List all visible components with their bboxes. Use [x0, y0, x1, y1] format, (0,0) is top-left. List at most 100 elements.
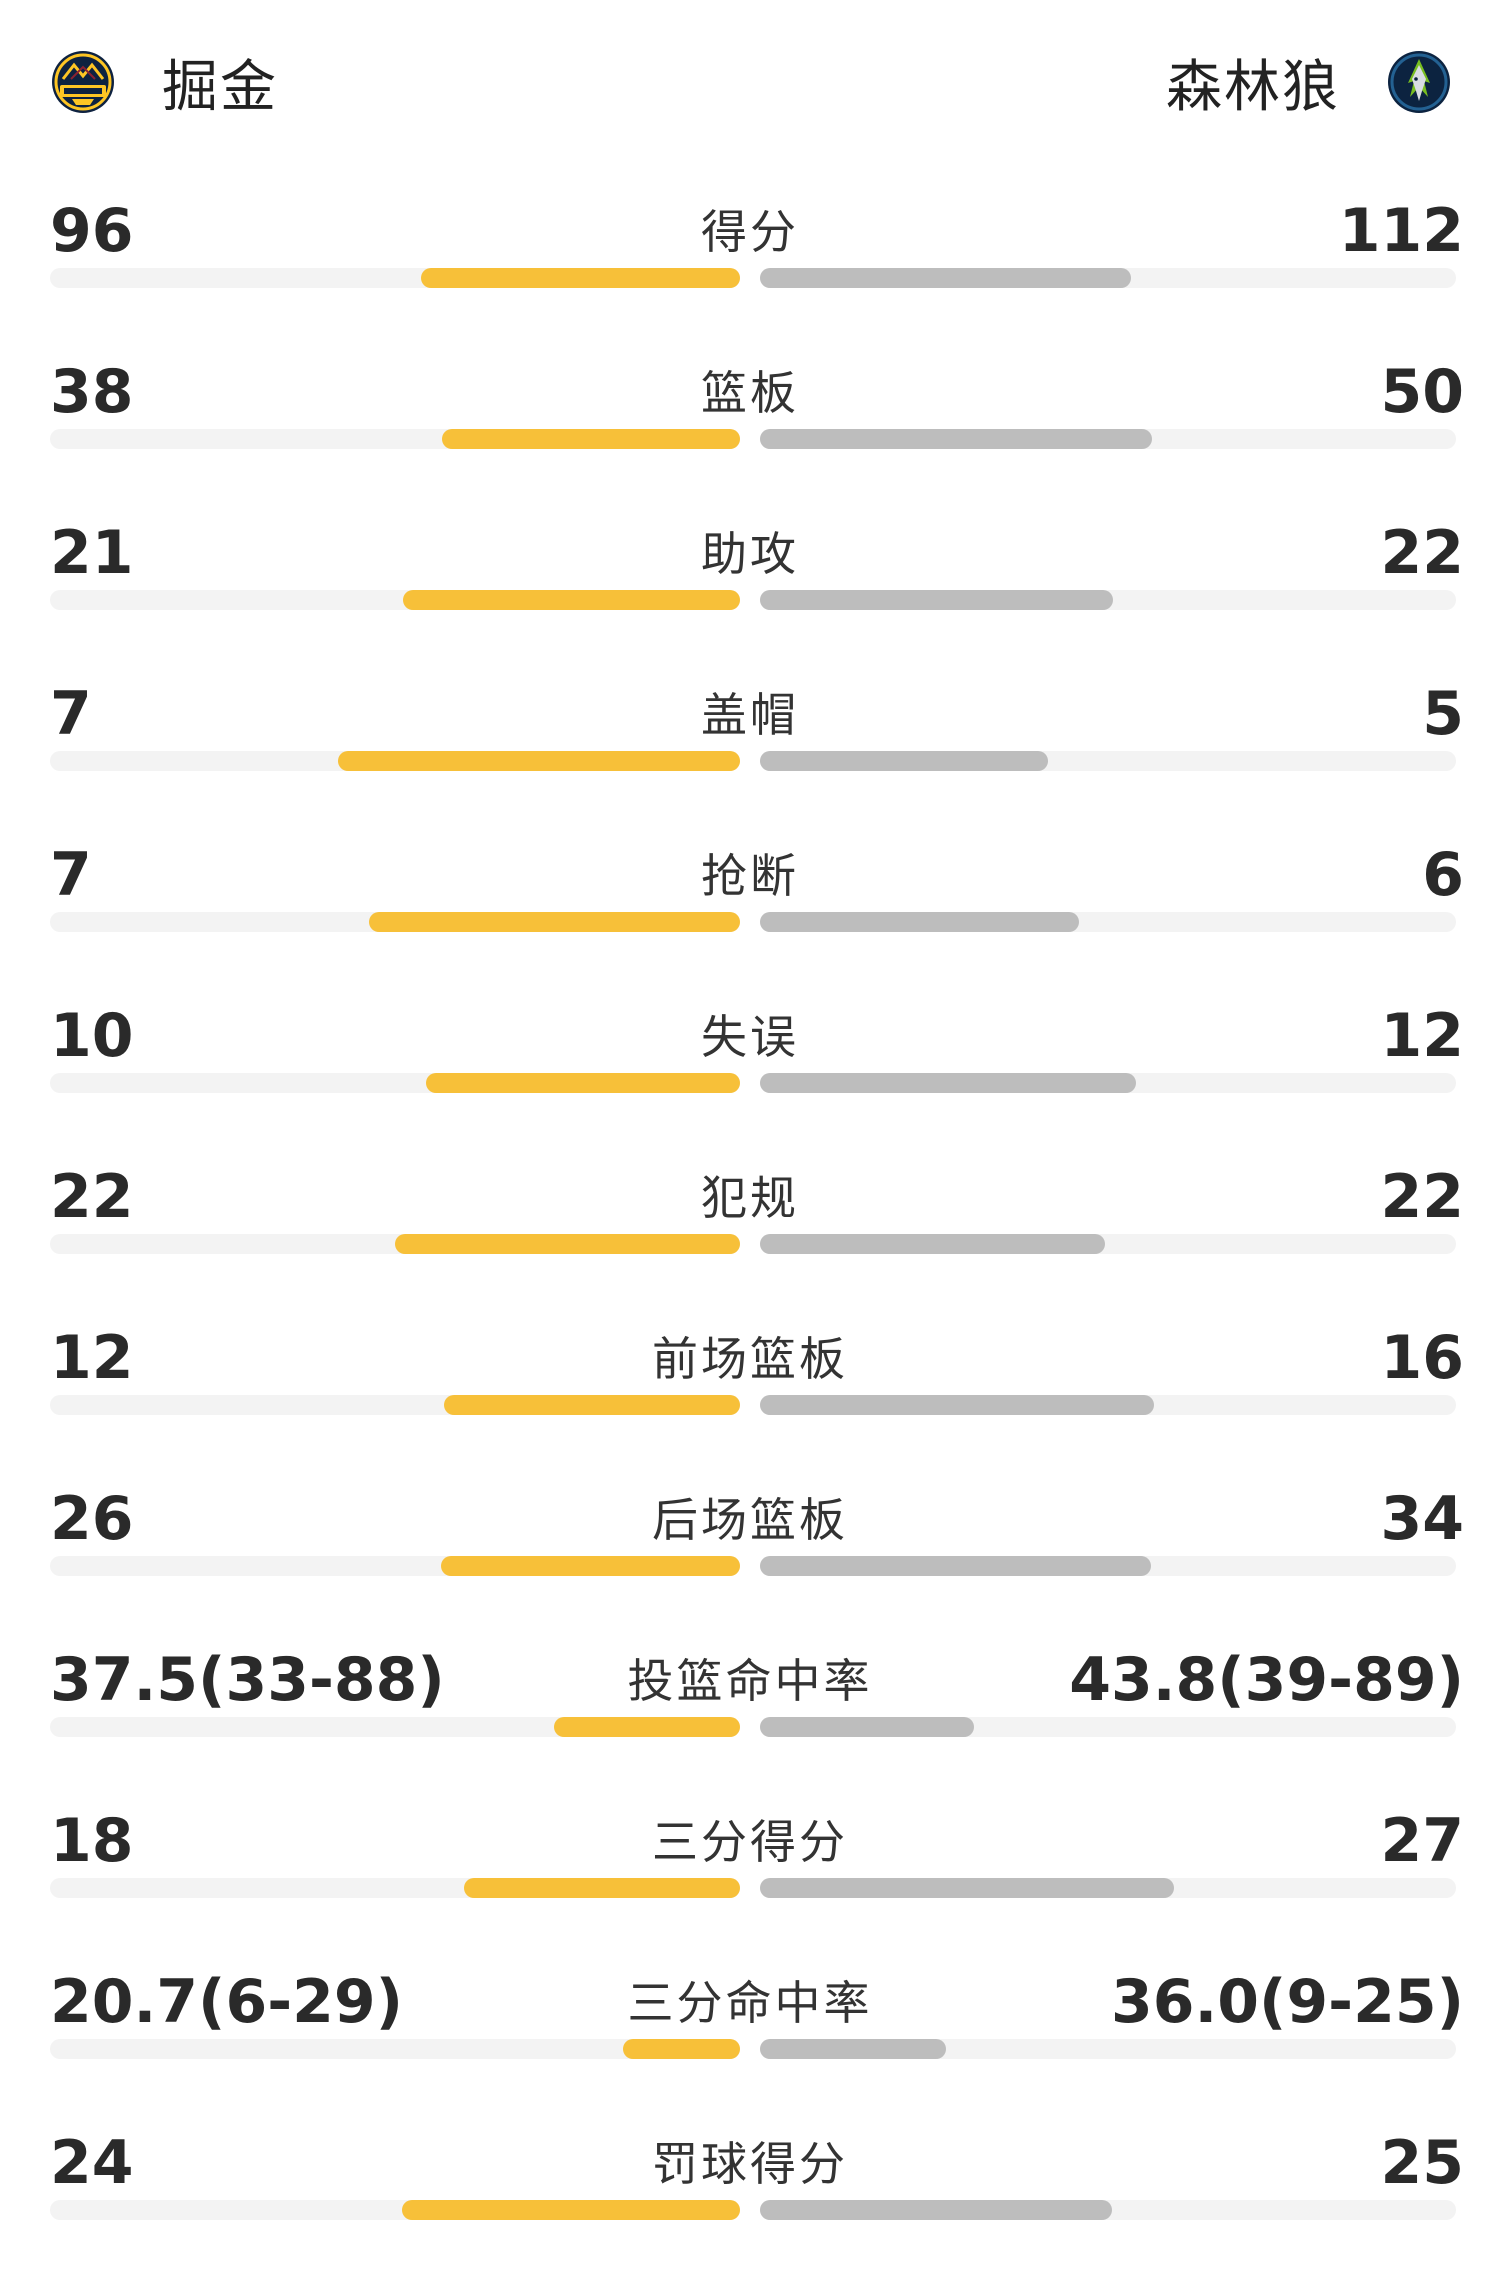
match-header: 掘金 森林狼: [0, 0, 1500, 170]
home-stat-value: 18: [50, 1806, 134, 1876]
home-team-name: 掘金: [162, 54, 278, 120]
home-stat-bar: [623, 2039, 740, 2059]
home-stat-bar: [441, 1556, 740, 1576]
home-stat-bar: [338, 751, 740, 771]
away-stat-bar: [760, 1234, 1105, 1254]
stat-label: 犯规: [701, 1171, 799, 1225]
home-stat-value: 21: [50, 518, 134, 588]
home-stat-value: 26: [50, 1484, 134, 1554]
stat-row: 10 失误 12: [0, 1001, 1500, 1162]
home-stat-bar: [554, 1717, 740, 1737]
home-stat-track: [50, 1556, 740, 1576]
away-stat-track: [760, 590, 1456, 610]
stat-label: 篮板: [701, 366, 799, 420]
away-stat-track: [760, 1878, 1456, 1898]
away-stat-bar: [760, 590, 1113, 610]
away-stat-bar: [760, 1717, 974, 1737]
home-stat-value: 10: [50, 1001, 134, 1071]
away-stat-track: [760, 751, 1456, 771]
away-stat-value: 16: [1380, 1323, 1465, 1393]
stat-row: 22 犯规 22: [0, 1162, 1500, 1323]
home-stat-track: [50, 429, 740, 449]
home-stat-track: [50, 268, 740, 288]
away-stat-value: 43.8(39-89): [1069, 1645, 1464, 1715]
away-stat-bar: [760, 2039, 946, 2059]
stat-row: 24 罚球得分 25: [0, 2128, 1500, 2289]
home-stat-bar: [444, 1395, 740, 1415]
stat-row: 12 前场篮板 16: [0, 1323, 1500, 1484]
home-stat-value: 7: [50, 679, 92, 749]
stat-label: 投篮命中率: [627, 1654, 873, 1708]
away-stat-value: 27: [1380, 1806, 1465, 1876]
away-team[interactable]: 森林狼: [1166, 42, 1452, 122]
away-stat-bar: [760, 268, 1131, 288]
home-stat-value: 96: [50, 196, 134, 266]
stat-label: 失误: [701, 1010, 799, 1064]
away-stat-track: [760, 2200, 1456, 2220]
away-stat-track: [760, 912, 1456, 932]
stat-row: 21 助攻 22: [0, 518, 1500, 679]
home-stat-bar: [403, 590, 740, 610]
away-stat-value: 34: [1380, 1484, 1465, 1554]
home-stat-track: [50, 912, 740, 932]
away-stat-bar: [760, 1395, 1154, 1415]
home-stat-bar: [421, 268, 740, 288]
stat-label: 后场篮板: [652, 1493, 848, 1547]
away-stat-bar: [760, 751, 1048, 771]
away-stat-value: 5: [1422, 679, 1464, 749]
home-stat-track: [50, 751, 740, 771]
home-stat-value: 12: [50, 1323, 134, 1393]
stat-row: 7 盖帽 5: [0, 679, 1500, 840]
away-stat-bar: [760, 912, 1079, 932]
stat-row: 37.5(33-88) 投篮命中率 43.8(39-89): [0, 1645, 1500, 1806]
away-stat-track: [760, 429, 1456, 449]
away-stat-bar: [760, 429, 1152, 449]
home-stat-track: [50, 1878, 740, 1898]
away-stat-value: 6: [1422, 840, 1464, 910]
home-stat-track: [50, 1395, 740, 1415]
nuggets-logo-icon: [52, 51, 114, 113]
stat-row: 7 抢断 6: [0, 840, 1500, 1001]
home-team[interactable]: 掘金: [50, 42, 278, 122]
stat-label: 盖帽: [701, 688, 799, 742]
home-stat-value: 20.7(6-29): [50, 1967, 404, 2037]
home-stat-bar: [395, 1234, 740, 1254]
home-stat-value: 38: [50, 357, 134, 427]
stat-label: 前场篮板: [652, 1332, 848, 1386]
home-stat-bar: [426, 1073, 740, 1093]
away-stat-value: 22: [1380, 1162, 1465, 1232]
home-stat-value: 37.5(33-88): [50, 1645, 445, 1715]
away-stat-track: [760, 1073, 1456, 1093]
away-stat-bar: [760, 1878, 1174, 1898]
home-stat-track: [50, 590, 740, 610]
stat-label: 得分: [701, 205, 799, 259]
home-stat-track: [50, 2200, 740, 2220]
stat-label: 三分命中率: [627, 1976, 873, 2030]
stat-row: 26 后场篮板 34: [0, 1484, 1500, 1645]
home-stat-track: [50, 1234, 740, 1254]
stat-label: 罚球得分: [652, 2137, 848, 2191]
away-stat-track: [760, 1234, 1456, 1254]
away-stat-value: 22: [1380, 518, 1465, 588]
stat-label: 三分得分: [652, 1815, 848, 1869]
home-stat-bar: [464, 1878, 740, 1898]
home-stat-bar: [369, 912, 740, 932]
timberwolves-logo-icon: [1388, 51, 1450, 113]
stat-row: 96 得分 112: [0, 196, 1500, 357]
away-team-name: 森林狼: [1166, 54, 1340, 120]
stat-label: 抢断: [701, 849, 799, 903]
away-stat-value: 25: [1380, 2128, 1465, 2198]
away-stat-bar: [760, 2200, 1112, 2220]
stat-row: 38 篮板 50: [0, 357, 1500, 518]
away-stat-value: 12: [1380, 1001, 1465, 1071]
home-stat-value: 22: [50, 1162, 134, 1232]
home-stat-track: [50, 2039, 740, 2059]
stat-row: 20.7(6-29) 三分命中率 36.0(9-25): [0, 1967, 1500, 2128]
stat-label: 助攻: [701, 527, 799, 581]
away-stat-value: 112: [1338, 196, 1464, 266]
away-stat-track: [760, 1717, 1456, 1737]
away-stat-track: [760, 2039, 1456, 2059]
stat-row: 18 三分得分 27: [0, 1806, 1500, 1967]
away-stat-value: 36.0(9-25): [1110, 1967, 1464, 2037]
home-stat-track: [50, 1073, 740, 1093]
